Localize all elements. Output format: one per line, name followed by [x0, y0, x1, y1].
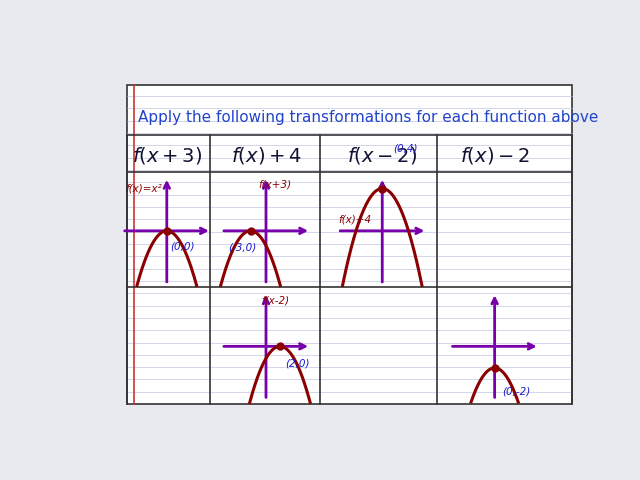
Text: f(x)=x²: f(x)=x²: [125, 183, 162, 193]
Text: $f(x)+4$: $f(x)+4$: [230, 145, 301, 166]
Text: $f(x)-2$: $f(x)-2$: [460, 145, 529, 166]
Text: (0,4): (0,4): [393, 144, 418, 154]
Text: (2,0): (2,0): [285, 358, 309, 368]
Text: f(x+3): f(x+3): [259, 180, 292, 190]
Text: (0,-2): (0,-2): [502, 386, 531, 396]
Text: $f(x+3)$: $f(x+3)$: [132, 145, 202, 166]
Text: (-3,0): (-3,0): [228, 243, 257, 253]
Text: f(x-2): f(x-2): [261, 295, 289, 305]
Text: f(x)+4: f(x)+4: [339, 214, 372, 224]
Text: Apply the following transformations for each function above: Apply the following transformations for …: [138, 110, 598, 125]
Bar: [127, 84, 572, 404]
Text: $f(x-2)$: $f(x-2)$: [347, 145, 417, 166]
Text: (0,0): (0,0): [170, 241, 195, 251]
